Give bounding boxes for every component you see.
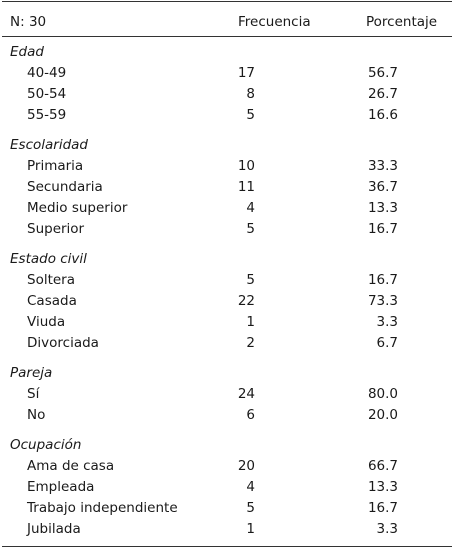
row-label: No — [27, 407, 46, 423]
row-frequency: 5 — [246, 500, 255, 516]
row-label: Primaria — [27, 158, 84, 174]
row-label: Jubilada — [27, 521, 81, 537]
row-frequency: 5 — [246, 107, 255, 123]
row-percent: 33.3 — [367, 158, 398, 174]
section-title: Estado civil — [10, 251, 87, 267]
row-label: Empleada — [27, 479, 95, 495]
table-header-rule — [2, 36, 452, 37]
row-frequency: 17 — [237, 65, 255, 81]
row-frequency: 5 — [246, 221, 255, 237]
row-percent: 80.0 — [367, 386, 398, 402]
row-label: Ama de casa — [27, 458, 115, 474]
row-frequency: 5 — [246, 272, 255, 288]
row-percent: 36.7 — [367, 179, 398, 195]
header-n: N: 30 — [10, 14, 47, 30]
section-title: Edad — [10, 44, 44, 60]
row-percent: 16.7 — [367, 272, 398, 288]
header-percent: Porcentaje — [366, 14, 438, 30]
row-frequency: 6 — [246, 407, 255, 423]
row-percent: 26.7 — [367, 86, 398, 102]
row-frequency: 8 — [246, 86, 255, 102]
row-label: Casada — [27, 293, 77, 309]
header-frequency: Frecuencia — [238, 14, 311, 30]
row-label: Viuda — [27, 314, 66, 330]
row-label: Sí — [27, 386, 40, 402]
row-frequency: 11 — [237, 179, 255, 195]
row-frequency: 4 — [246, 479, 255, 495]
row-label: Trabajo independiente — [27, 500, 178, 516]
row-frequency: 10 — [237, 158, 255, 174]
row-label: Superior — [27, 221, 85, 237]
row-frequency: 2 — [246, 335, 255, 351]
row-percent: 66.7 — [367, 458, 398, 474]
row-percent: 13.3 — [367, 479, 398, 495]
row-frequency: 20 — [237, 458, 255, 474]
row-label: Secundaria — [27, 179, 103, 195]
section-title: Escolaridad — [10, 137, 88, 153]
row-label: Soltera — [27, 272, 76, 288]
row-label: Divorciada — [27, 335, 99, 351]
row-percent: 16.7 — [367, 500, 398, 516]
row-percent: 16.6 — [367, 107, 398, 123]
row-frequency: 1 — [246, 521, 255, 537]
row-percent: 6.7 — [376, 335, 398, 351]
row-percent: 13.3 — [367, 200, 398, 216]
row-percent: 73.3 — [367, 293, 398, 309]
row-percent: 20.0 — [367, 407, 398, 423]
row-percent: 3.3 — [376, 314, 398, 330]
row-frequency: 24 — [237, 386, 255, 402]
section-title: Pareja — [10, 365, 53, 381]
row-frequency: 22 — [237, 293, 255, 309]
row-percent: 56.7 — [367, 65, 398, 81]
row-label: 50-54 — [27, 86, 67, 102]
row-label: 55-59 — [27, 107, 67, 123]
row-label: Medio superior — [27, 200, 128, 216]
row-frequency: 4 — [246, 200, 255, 216]
table-top-rule — [2, 1, 452, 2]
table-bottom-rule — [2, 546, 452, 547]
row-percent: 3.3 — [376, 521, 398, 537]
row-label: 40-49 — [27, 65, 67, 81]
section-title: Ocupación — [10, 437, 82, 453]
row-frequency: 1 — [246, 314, 255, 330]
row-percent: 16.7 — [367, 221, 398, 237]
